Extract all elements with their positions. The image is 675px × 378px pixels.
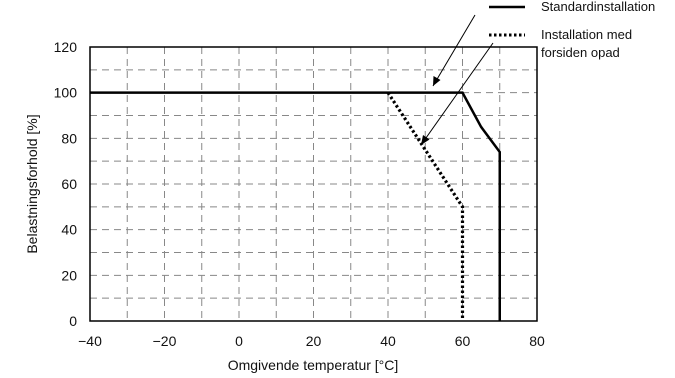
grid-lines (90, 47, 537, 321)
y-tick-label: 80 (61, 130, 77, 146)
legend-pointer-faceup-arrowhead (421, 135, 430, 145)
y-tick-label: 0 (69, 313, 77, 329)
y-tick-label: 40 (61, 222, 77, 238)
series-lines (90, 91, 501, 321)
y-axis-label: Belastningsforhold [%] (24, 114, 40, 253)
legend-faceup-label-line2: forsiden opad (541, 45, 620, 60)
y-tick-label: 60 (61, 176, 77, 192)
x-tick-label: −40 (78, 333, 102, 349)
plot-frame (89, 46, 538, 322)
x-tick-label: −20 (153, 333, 177, 349)
series-line-faceup (386, 91, 465, 321)
x-tick-label: 40 (380, 333, 396, 349)
legend-faceup-label-line1: Installation med (541, 27, 632, 42)
x-tick-label: 60 (455, 333, 471, 349)
legend: Standardinstallation Installation med fo… (420, 0, 655, 146)
x-tick-label: 0 (235, 333, 243, 349)
legend-pointer-standard (432, 14, 476, 87)
x-tick-labels: −40 −20 0 20 40 60 80 (78, 333, 545, 349)
x-tick-label: 20 (306, 333, 322, 349)
y-tick-label: 100 (54, 85, 78, 101)
legend-standard-label: Standardinstallation (541, 0, 655, 14)
series-line-standard (90, 91, 501, 321)
legend-pointer-faceup (420, 42, 494, 146)
y-tick-labels: 0 20 40 60 80 100 120 (54, 39, 78, 329)
y-tick-label: 20 (61, 267, 77, 283)
legend-pointer-standard-arrowhead (433, 76, 441, 86)
x-axis-label: Omgivende temperatur [°C] (228, 357, 399, 373)
y-tick-label: 120 (54, 39, 78, 55)
x-tick-label: 80 (529, 333, 545, 349)
